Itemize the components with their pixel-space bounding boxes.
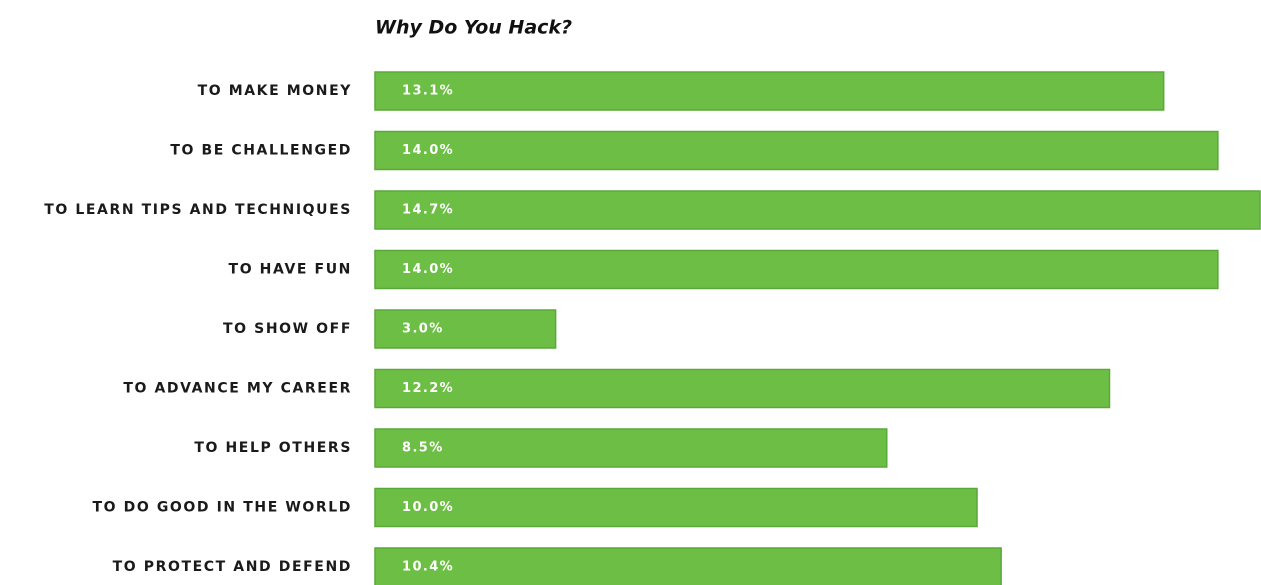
value-label: 14.0% (402, 262, 454, 277)
value-label: 10.4% (402, 560, 454, 575)
bar (374, 368, 1111, 409)
chart-title: Why Do You Hack? (375, 17, 572, 39)
bar (374, 309, 557, 349)
category-label: TO DO GOOD IN THE WORLD (93, 500, 352, 516)
category-label: TO MAKE MONEY (198, 83, 352, 99)
value-label: 13.1% (402, 84, 454, 99)
bar (374, 428, 888, 468)
category-label: TO LEARN TIPS AND TECHNIQUES (44, 202, 352, 218)
bar (374, 190, 1261, 230)
category-label: TO SHOW OFF (223, 321, 352, 337)
bar (374, 547, 1002, 585)
bar (374, 71, 1165, 111)
category-label: TO PROTECT AND DEFEND (113, 559, 352, 575)
bar (374, 249, 1219, 290)
value-label: 12.2% (402, 381, 454, 396)
value-label: 14.7% (402, 203, 454, 218)
category-label: TO ADVANCE MY CAREER (123, 381, 352, 397)
value-label: 10.0% (402, 500, 454, 515)
category-label: TO HAVE FUN (229, 262, 352, 278)
bar (374, 487, 978, 528)
category-label: TO BE CHALLENGED (170, 143, 352, 159)
value-label: 8.5% (402, 441, 444, 456)
bar (374, 130, 1219, 171)
value-label: 3.0% (402, 322, 444, 337)
value-label: 14.0% (402, 143, 454, 158)
category-label: TO HELP OTHERS (194, 440, 352, 456)
